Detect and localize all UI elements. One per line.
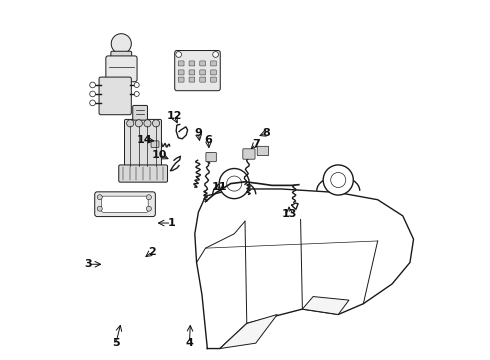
FancyBboxPatch shape bbox=[101, 196, 148, 212]
Circle shape bbox=[227, 176, 242, 191]
Text: 4: 4 bbox=[186, 338, 194, 348]
FancyBboxPatch shape bbox=[178, 77, 184, 82]
FancyBboxPatch shape bbox=[151, 141, 159, 147]
FancyBboxPatch shape bbox=[189, 61, 195, 66]
Circle shape bbox=[97, 206, 102, 211]
Circle shape bbox=[331, 172, 346, 188]
FancyBboxPatch shape bbox=[99, 77, 131, 115]
Text: 2: 2 bbox=[148, 247, 156, 257]
Circle shape bbox=[144, 120, 151, 127]
Circle shape bbox=[135, 120, 143, 127]
FancyBboxPatch shape bbox=[124, 120, 161, 169]
Polygon shape bbox=[220, 315, 277, 348]
FancyBboxPatch shape bbox=[175, 50, 220, 91]
Circle shape bbox=[126, 120, 134, 127]
Text: 12: 12 bbox=[166, 111, 182, 121]
Text: 8: 8 bbox=[262, 129, 270, 138]
FancyBboxPatch shape bbox=[243, 149, 255, 159]
Circle shape bbox=[152, 120, 160, 127]
FancyBboxPatch shape bbox=[95, 192, 155, 217]
Circle shape bbox=[111, 34, 131, 54]
Circle shape bbox=[147, 195, 151, 200]
Circle shape bbox=[90, 91, 96, 97]
Text: 13: 13 bbox=[282, 209, 297, 219]
FancyBboxPatch shape bbox=[106, 56, 137, 82]
FancyBboxPatch shape bbox=[257, 146, 269, 156]
Circle shape bbox=[176, 51, 181, 57]
FancyBboxPatch shape bbox=[111, 51, 132, 60]
Circle shape bbox=[90, 82, 96, 88]
FancyBboxPatch shape bbox=[189, 70, 195, 75]
FancyBboxPatch shape bbox=[119, 165, 168, 182]
Text: 11: 11 bbox=[212, 182, 228, 192]
Circle shape bbox=[219, 168, 249, 199]
FancyBboxPatch shape bbox=[206, 152, 216, 162]
FancyBboxPatch shape bbox=[200, 61, 205, 66]
Text: 9: 9 bbox=[195, 129, 202, 138]
FancyBboxPatch shape bbox=[211, 70, 216, 75]
Circle shape bbox=[134, 82, 139, 87]
Text: 14: 14 bbox=[137, 135, 152, 145]
Text: 7: 7 bbox=[252, 139, 260, 149]
Polygon shape bbox=[302, 297, 349, 315]
FancyBboxPatch shape bbox=[178, 61, 184, 66]
FancyBboxPatch shape bbox=[211, 77, 216, 82]
Text: 3: 3 bbox=[84, 259, 92, 269]
Text: 6: 6 bbox=[204, 135, 212, 145]
Text: 10: 10 bbox=[152, 150, 168, 160]
FancyBboxPatch shape bbox=[200, 70, 205, 75]
Circle shape bbox=[323, 165, 353, 195]
Circle shape bbox=[147, 206, 151, 211]
Circle shape bbox=[97, 195, 102, 200]
FancyBboxPatch shape bbox=[211, 61, 216, 66]
FancyBboxPatch shape bbox=[200, 77, 205, 82]
Circle shape bbox=[134, 91, 139, 96]
FancyBboxPatch shape bbox=[133, 105, 147, 120]
FancyBboxPatch shape bbox=[178, 70, 184, 75]
Text: 1: 1 bbox=[168, 218, 175, 228]
Text: 5: 5 bbox=[112, 338, 120, 348]
Circle shape bbox=[90, 100, 96, 106]
Circle shape bbox=[213, 51, 219, 57]
FancyBboxPatch shape bbox=[189, 77, 195, 82]
